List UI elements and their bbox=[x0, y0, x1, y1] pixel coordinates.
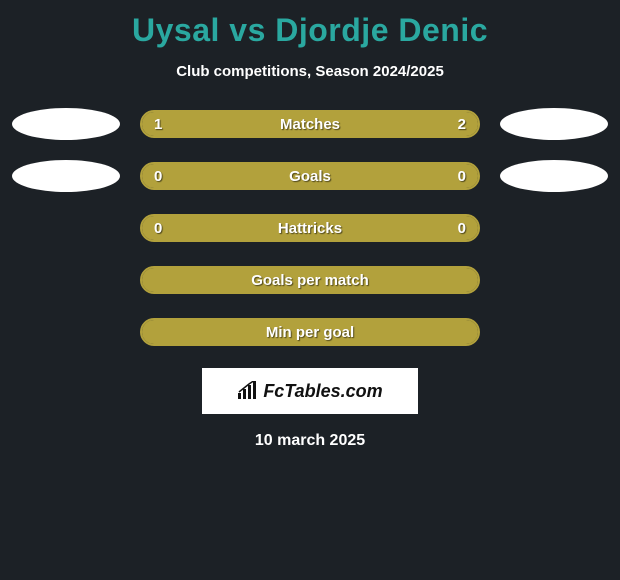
badge-spacer bbox=[12, 316, 120, 348]
badge-spacer bbox=[12, 212, 120, 244]
player-right-badge bbox=[500, 108, 608, 140]
date-text: 10 march 2025 bbox=[0, 432, 620, 450]
bar-label: Goals bbox=[142, 164, 478, 188]
bar-matches: 1 Matches 2 bbox=[140, 110, 480, 138]
stat-row-goals: 0 Goals 0 bbox=[0, 160, 620, 192]
player-right-badge bbox=[500, 160, 608, 192]
bar-goals: 0 Goals 0 bbox=[140, 162, 480, 190]
subtitle: Club competitions, Season 2024/2025 bbox=[0, 63, 620, 80]
badge-spacer bbox=[500, 316, 608, 348]
bar-label: Goals per match bbox=[142, 268, 478, 292]
bar-label: Matches bbox=[142, 112, 478, 136]
player-left-badge bbox=[12, 108, 120, 140]
stat-row-matches: 1 Matches 2 bbox=[0, 108, 620, 140]
bar-min-per-goal: Min per goal bbox=[140, 318, 480, 346]
badge-spacer bbox=[500, 264, 608, 296]
brand-box: FcTables.com bbox=[202, 368, 418, 414]
stats-area: 1 Matches 2 0 Goals 0 0 Hattricks 0 bbox=[0, 108, 620, 348]
badge-spacer bbox=[12, 264, 120, 296]
player-left-badge bbox=[12, 160, 120, 192]
brand-text: FcTables.com bbox=[263, 381, 382, 402]
bar-hattricks: 0 Hattricks 0 bbox=[140, 214, 480, 242]
stat-row-goals-per-match: Goals per match bbox=[0, 264, 620, 296]
stat-row-hattricks: 0 Hattricks 0 bbox=[0, 212, 620, 244]
bar-label: Min per goal bbox=[142, 320, 478, 344]
bar-value-right: 0 bbox=[458, 216, 466, 240]
chart-icon bbox=[237, 381, 259, 401]
bar-goals-per-match: Goals per match bbox=[140, 266, 480, 294]
bar-value-right: 2 bbox=[458, 112, 466, 136]
bar-value-right: 0 bbox=[458, 164, 466, 188]
bar-label: Hattricks bbox=[142, 216, 478, 240]
stat-row-min-per-goal: Min per goal bbox=[0, 316, 620, 348]
page-title: Uysal vs Djordje Denic bbox=[0, 0, 620, 49]
badge-spacer bbox=[500, 212, 608, 244]
